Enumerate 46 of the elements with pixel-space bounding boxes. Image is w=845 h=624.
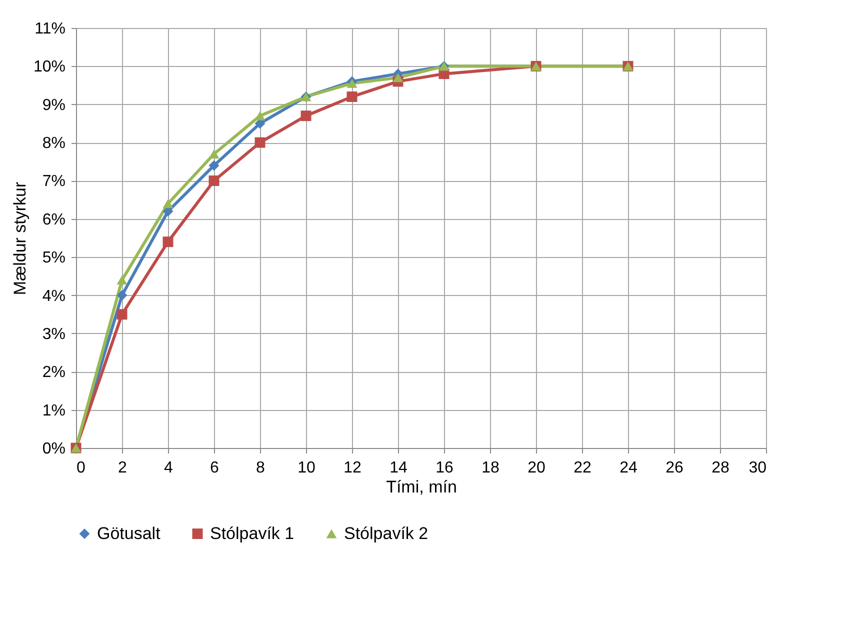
y-tick-label: 11% (34, 20, 66, 38)
legend-label: Götusalt (97, 524, 161, 543)
y-tick-label: 0% (42, 440, 66, 458)
y-tick-label: 4% (42, 288, 66, 305)
point (116, 290, 128, 301)
x-tick-label: 22 (574, 460, 592, 476)
x-tick-label: 12 (344, 460, 362, 476)
x-tick-label: 20 (528, 460, 546, 476)
point (208, 149, 220, 159)
y-tick-label: 9% (42, 96, 66, 114)
y-tick-label: 1% (42, 402, 66, 420)
point (346, 91, 358, 102)
x-tick-label: 4 (164, 460, 174, 476)
point (392, 73, 404, 82)
x-tick-label: 18 (482, 460, 500, 476)
point (346, 78, 358, 88)
legend-label: Stólpavík 1 (210, 524, 294, 543)
point (300, 110, 312, 122)
y-tick-label: 6% (42, 211, 66, 228)
point (116, 309, 128, 320)
x-tick-label: 28 (712, 460, 730, 476)
x-tick-label: 6 (210, 460, 220, 476)
point (208, 175, 220, 186)
x-tick-label: 8 (256, 460, 266, 476)
y-tick-label: 2% (42, 364, 66, 382)
x-tick-label: 2 (118, 460, 128, 476)
x-tick-label: 16 (436, 460, 454, 476)
x-tick-label: 10 (298, 460, 316, 476)
point (208, 160, 220, 171)
x-tick-label: 26 (666, 460, 684, 476)
y-tick-label: 5% (42, 250, 66, 267)
point (162, 236, 174, 248)
legend-label: Stólpavík 2 (344, 524, 428, 543)
y-tick-label: 7% (42, 173, 66, 190)
point (116, 275, 128, 285)
x-tick-label: 14 (390, 460, 408, 476)
x-tick-label: 30 (748, 460, 767, 476)
y-tick-label: 10% (33, 58, 66, 76)
point (162, 199, 174, 208)
x-tick-label: 24 (620, 460, 638, 476)
y-tick-label: 8% (42, 135, 66, 152)
x-tick-label: 0 (76, 460, 86, 476)
point (254, 137, 266, 148)
x-axis-title: Tími, mín (386, 478, 457, 496)
y-axis-title: Mældur styrkur (10, 181, 30, 296)
y-tick-label: 3% (42, 326, 66, 343)
